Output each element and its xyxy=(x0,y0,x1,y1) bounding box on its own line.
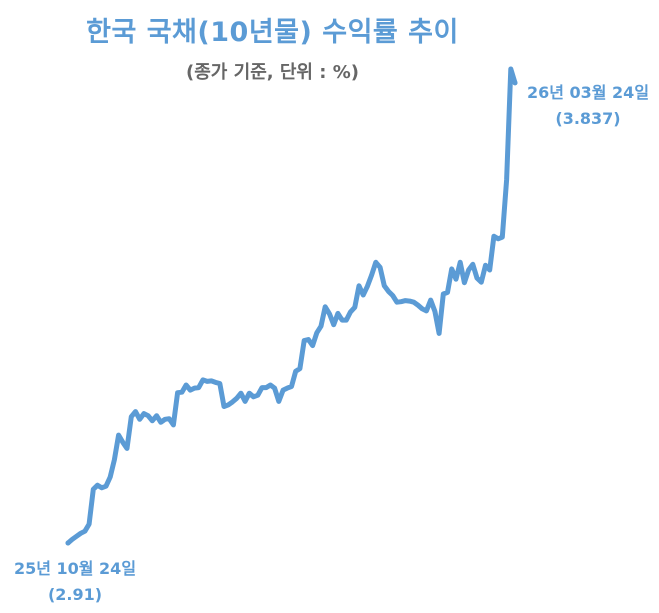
chart-subtitle: (종가 기준, 단위 : %) xyxy=(186,62,359,83)
start-date-label: 25년 10월 24일 xyxy=(13,559,137,578)
start-annotation: 25년 10월 24일 (2.91) xyxy=(5,556,145,608)
chart-title: 한국 국채(10년물) 수익률 추이 xyxy=(86,17,459,48)
end-date-label: 26년 03월 24일 xyxy=(526,83,650,102)
start-value-label: (2.91) xyxy=(47,585,103,604)
end-point xyxy=(512,80,518,86)
series-line xyxy=(65,66,518,546)
start-point xyxy=(65,540,71,546)
end-value-label: (3.837) xyxy=(555,109,621,128)
end-annotation: 26년 03월 24일 (3.837) xyxy=(517,80,659,132)
